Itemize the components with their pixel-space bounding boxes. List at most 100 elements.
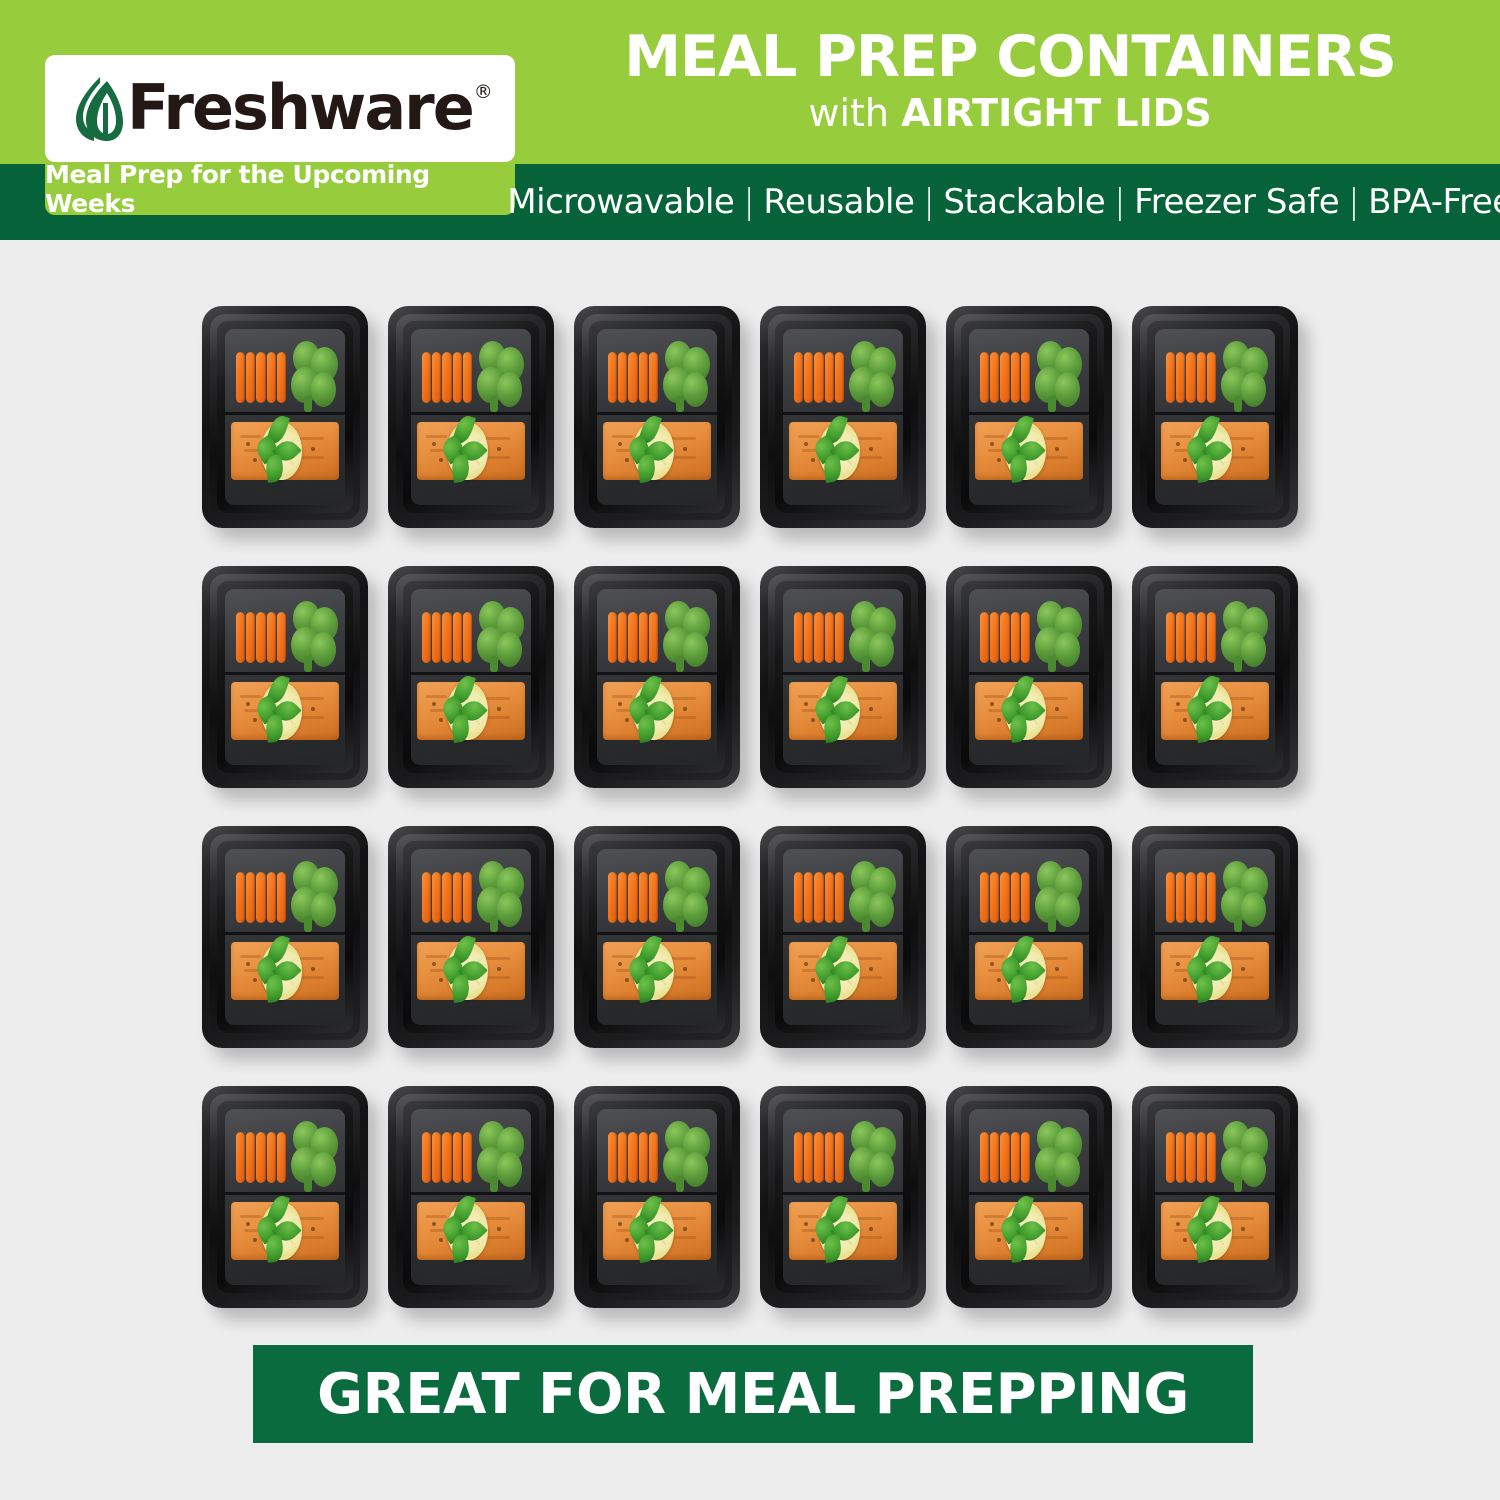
salmon-flake [1041, 697, 1068, 701]
meal-prep-container[interactable] [946, 1086, 1112, 1308]
tray-rim-inner [589, 841, 725, 1033]
meal-prep-container[interactable] [388, 566, 554, 788]
meal-prep-container[interactable] [202, 1086, 368, 1308]
meal-prep-container[interactable] [574, 1086, 740, 1308]
meal-prep-container[interactable] [388, 1086, 554, 1308]
salmon-char-mark [1240, 966, 1245, 971]
salmon-flake [983, 435, 1006, 439]
salmon-flake [297, 957, 324, 961]
carrot-stick [1010, 611, 1020, 663]
meal-prep-container[interactable] [388, 306, 554, 528]
subtitle-emphasis: AIRTIGHT LIDS [901, 91, 1212, 136]
salmon-char-mark [1054, 706, 1059, 711]
meal-prep-container[interactable] [388, 826, 554, 1048]
tray-rim-outer [210, 314, 360, 520]
feature-item: Reusable [763, 182, 915, 222]
broccoli-group [848, 1121, 896, 1192]
salmon-flake [669, 957, 696, 961]
carrot-stick [979, 871, 990, 923]
meal-prep-container[interactable] [202, 306, 368, 528]
carrots-group [1165, 611, 1217, 663]
salmon-flake [1046, 455, 1068, 459]
tray-rim-inner [961, 1101, 1097, 1293]
meal-prep-container[interactable] [946, 306, 1112, 528]
carrot-stick [804, 611, 814, 663]
carrot-stick [824, 351, 834, 403]
carrot-stick [628, 871, 638, 923]
carrot-stick [276, 351, 287, 403]
salmon-char-mark [1182, 718, 1187, 723]
meal-prep-container[interactable] [760, 826, 926, 1048]
salmon-flake [297, 437, 324, 441]
salmon-flake [860, 715, 882, 719]
meal-prep-container[interactable] [1132, 566, 1298, 788]
tray-well [783, 329, 903, 505]
salmon-flake [1041, 1217, 1068, 1221]
carrot-stick [824, 871, 834, 923]
carrots-group [979, 1131, 1031, 1183]
salmon-flake [239, 1215, 262, 1219]
meal-prep-container[interactable] [202, 826, 368, 1048]
meal-prep-container[interactable] [202, 566, 368, 788]
compartment-divider [969, 411, 1089, 415]
mint-garnish [438, 413, 491, 484]
salmon-flake [297, 1217, 324, 1221]
tray-well [783, 1109, 903, 1285]
carrot-stick [804, 351, 814, 403]
salmon-flake [1227, 697, 1254, 701]
salmon-char-mark [868, 1226, 873, 1231]
tray-well [1155, 849, 1275, 1025]
salmon-flake [1232, 975, 1254, 979]
meal-prep-container[interactable] [760, 306, 926, 528]
broccoli-floret [1241, 892, 1267, 928]
meal-prep-container[interactable] [760, 566, 926, 788]
salmon-flake [488, 1235, 510, 1239]
salmon-flake [425, 435, 448, 439]
product-grid-cell [568, 560, 754, 820]
carrot-stick [421, 1131, 432, 1183]
product-grid-cell [1126, 820, 1312, 1080]
meal-prep-container[interactable] [574, 306, 740, 528]
carrot-stick [618, 1131, 628, 1183]
meal-prep-container[interactable] [946, 566, 1112, 788]
compartment-divider [1155, 411, 1275, 415]
compartment-divider [225, 931, 345, 935]
product-grid-cell [1126, 1080, 1312, 1340]
salmon-flake [855, 437, 882, 441]
carrot-stick [246, 1131, 256, 1183]
compartment-divider [597, 1191, 717, 1195]
feature-item: Microwavable [507, 182, 735, 222]
tray-rim-inner [961, 581, 1097, 773]
tray-rim-inner [217, 581, 353, 773]
tray-rim-outer [582, 574, 732, 780]
broccoli-group [1034, 861, 1082, 932]
carrot-stick [462, 1131, 473, 1183]
meal-prep-container[interactable] [760, 1086, 926, 1308]
broccoli-group [1220, 1121, 1268, 1192]
banner-text: GREAT FOR MEAL PREPPING [317, 1361, 1189, 1427]
meal-prep-container[interactable] [574, 566, 740, 788]
broccoli-stem [676, 916, 684, 932]
broccoli-stem [490, 656, 498, 672]
meal-prep-container[interactable] [1132, 826, 1298, 1048]
salmon-char-mark [496, 446, 501, 451]
broccoli-floret [683, 892, 709, 928]
meal-prep-container[interactable] [574, 826, 740, 1048]
salmon-char-mark [1182, 978, 1187, 983]
feature-separator: | [1348, 182, 1360, 222]
meal-prep-container[interactable] [946, 826, 1112, 1048]
salmon-char-mark [624, 1238, 629, 1243]
tray-well [411, 849, 531, 1025]
carrots-group [235, 1131, 287, 1183]
salmon-char-mark [810, 1238, 815, 1243]
tray-rim-outer [582, 834, 732, 1040]
broccoli-floret [1241, 1152, 1267, 1188]
subtitle-prefix: with [808, 91, 902, 136]
salmon-char-mark [868, 446, 873, 451]
broccoli-floret [311, 1152, 337, 1188]
meal-prep-container[interactable] [1132, 1086, 1298, 1308]
tray-rim-outer [768, 314, 918, 520]
salmon-char-mark [1054, 966, 1059, 971]
meal-prep-container[interactable] [1132, 306, 1298, 528]
broccoli-group [476, 601, 524, 672]
